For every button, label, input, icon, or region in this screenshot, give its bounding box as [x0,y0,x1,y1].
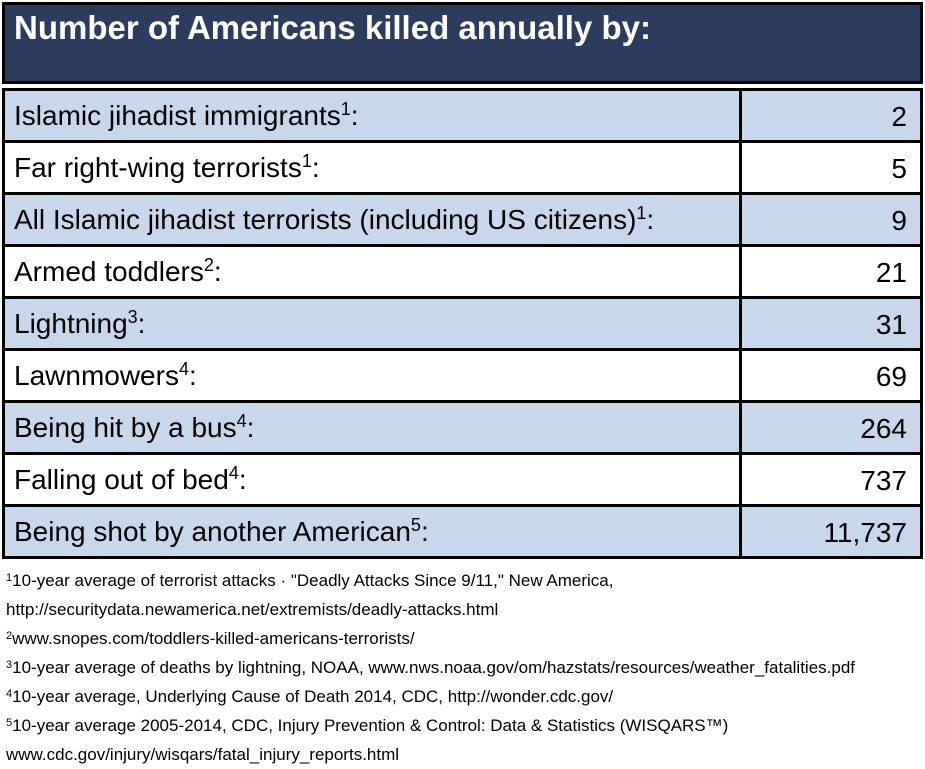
cause-label: Lightning3: [5,299,742,348]
footnote-line: 410-year average, Underlying Cause of De… [6,682,925,711]
footnote-line: 110-year average of terrorist attacks · … [6,566,925,595]
footnote-ref: 1 [636,203,647,223]
footnotes: 110-year average of terrorist attacks · … [6,566,925,769]
footnote: 110-year average of terrorist attacks · … [6,566,925,624]
footnote: 410-year average, Underlying Cause of De… [6,682,925,711]
page-title: Number of Americans killed annually by: [14,9,651,46]
cause-label: Islamic jihadist immigrants1: [5,91,742,140]
table-row: Being hit by a bus4: 264 [5,403,920,455]
cause-text: Falling out of bed [14,464,229,495]
footnote-text: 10-year average of deaths by lightning, … [12,658,856,677]
table-row: Falling out of bed4: 737 [5,455,920,507]
cause-text: Far right-wing terrorists [14,152,302,183]
colon: : [246,412,255,443]
footnote-line: http://securitydata.newamerica.net/extre… [6,600,499,619]
cause-value: 2 [891,101,907,132]
cause-label: Being hit by a bus4: [5,403,742,452]
footnote-text: 10-year average of terrorist attacks · "… [12,571,614,590]
cause-value: 737 [860,465,907,496]
footnote-marker: 3 [6,659,13,671]
table-row: All Islamic jihadist terrorists (includi… [5,195,920,247]
data-table: Islamic jihadist immigrants1: 2 Far righ… [2,88,923,559]
header-bar: Number of Americans killed annually by: [2,2,923,84]
table-row: Islamic jihadist immigrants1: 2 [5,91,920,143]
cause-value: 31 [875,309,907,340]
colon: : [350,100,359,131]
colon: : [646,204,655,235]
footnote-ref: 4 [228,463,239,483]
footnote: 310-year average of deaths by lightning,… [6,653,925,682]
cause-value: 264 [860,413,907,444]
cause-value: 9 [891,205,907,236]
footnote-ref: 4 [236,411,247,431]
footnote-text: www.snopes.com/toddlers-killed-americans… [12,629,415,648]
table-row: Being shot by another American5: 11,737 [5,507,920,556]
table-row: Armed toddlers2: 21 [5,247,920,299]
footnote-marker: 2 [6,630,13,642]
cause-text: Islamic jihadist immigrants [14,100,341,131]
colon: : [213,256,222,287]
cause-label: Far right-wing terrorists1: [5,143,742,192]
footnote: 2www.snopes.com/toddlers-killed-american… [6,624,925,653]
colon: : [238,464,247,495]
footnote-line: 2www.snopes.com/toddlers-killed-american… [6,624,925,653]
colon: : [311,152,320,183]
cause-text: Lawnmowers [14,360,179,391]
cause-value: 11,737 [823,517,907,548]
cause-text: Being hit by a bus [14,412,237,443]
cause-text: All Islamic jihadist terrorists (includi… [14,204,637,235]
footnote-marker: 1 [6,572,13,584]
cause-label: Being shot by another American5: [5,507,742,556]
footnote-line: www.cdc.gov/injury/wisqars/fatal_injury_… [6,745,400,764]
table-row: Lightning3: 31 [5,299,920,351]
cause-text: Armed toddlers [14,256,204,287]
table-row: Lawnmowers4: 69 [5,351,920,403]
footnote-ref: 3 [127,307,138,327]
colon: : [420,516,429,547]
footnote: 510-year average 2005-2014, CDC, Injury … [6,711,925,769]
footnote-line: 310-year average of deaths by lightning,… [6,653,925,682]
footnote-ref: 2 [203,255,214,275]
table-row: Far right-wing terrorists1: 5 [5,143,920,195]
footnote-ref: 1 [301,151,312,171]
footnote-ref: 1 [340,99,351,119]
colon: : [137,308,146,339]
footnote-text: 10-year average 2005-2014, CDC, Injury P… [12,716,729,735]
footnote-marker: 4 [6,688,13,700]
cause-value: 5 [891,153,907,184]
footnote-ref: 5 [410,515,421,535]
cause-text: Lightning [14,308,128,339]
cause-label: Lawnmowers4: [5,351,742,400]
colon: : [188,360,197,391]
cause-label: Falling out of bed4: [5,455,742,504]
cause-text: Being shot by another American [14,516,411,547]
footnote-ref: 4 [178,359,189,379]
cause-label: All Islamic jihadist terrorists (includi… [5,195,742,244]
cause-value: 21 [875,257,907,288]
cause-value: 69 [875,361,907,392]
footnote-text: 10-year average, Underlying Cause of Dea… [12,687,614,706]
cause-label: Armed toddlers2: [5,247,742,296]
footnote-marker: 5 [6,717,13,729]
footnote-line: 510-year average 2005-2014, CDC, Injury … [6,711,925,740]
